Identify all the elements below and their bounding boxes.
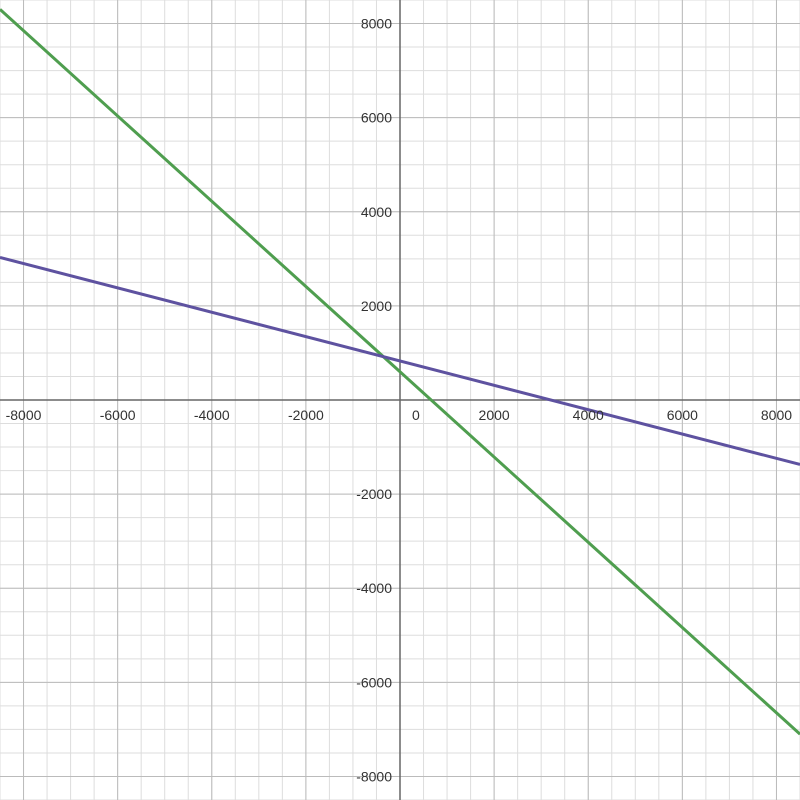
x-tick-label: 8000 <box>761 407 792 423</box>
x-tick-label: 2000 <box>479 407 510 423</box>
line-chart: -8000 -6000 -4000 -2000 0 2000 4000 6000 8000 -80… <box>0 0 800 800</box>
x-tick-label: 0 <box>412 407 420 423</box>
y-tick-label: -2000 <box>356 486 392 502</box>
x-tick-label: 4000 <box>573 407 604 423</box>
y-tick-label: 4000 <box>361 204 392 220</box>
x-tick-label: -6000 <box>100 407 136 423</box>
x-tick-label: -2000 <box>288 407 324 423</box>
y-tick-label: 2000 <box>361 298 392 314</box>
x-tick-label: -4000 <box>194 407 230 423</box>
x-tick-label: -8000 <box>6 407 42 423</box>
y-tick-label: -4000 <box>356 580 392 596</box>
x-tick-label: 6000 <box>667 407 698 423</box>
y-tick-label: 6000 <box>361 110 392 126</box>
y-tick-label: -8000 <box>356 768 392 784</box>
y-tick-label: -6000 <box>356 674 392 690</box>
y-tick-label: 8000 <box>361 16 392 32</box>
